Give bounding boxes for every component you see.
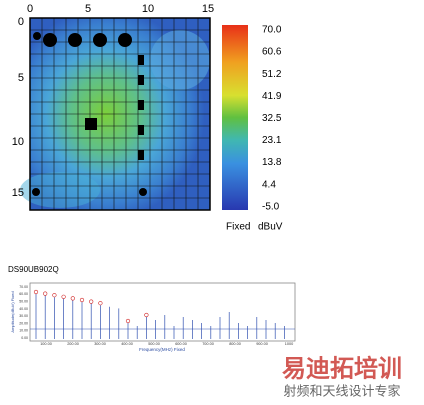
x-tick-label: 500.00 bbox=[148, 342, 160, 346]
peak-marker bbox=[98, 301, 103, 306]
y-tick-label: 70.00 bbox=[19, 285, 28, 289]
y-tick-label: 10 bbox=[12, 136, 24, 148]
colorbar-label: 41.9 bbox=[262, 91, 282, 102]
y-tick-label: 30.00 bbox=[19, 314, 28, 318]
colorbar-label: 70.0 bbox=[262, 25, 282, 36]
peak-marker bbox=[79, 297, 85, 303]
colorbar-label: 13.8 bbox=[262, 157, 282, 168]
spectrum-trace bbox=[33, 289, 285, 339]
colorbar bbox=[222, 25, 248, 210]
peak-marker bbox=[52, 293, 57, 298]
y-tick-label: 50.00 bbox=[19, 300, 28, 304]
y-tick-label: 10.00 bbox=[19, 329, 28, 333]
heat-blob bbox=[150, 30, 210, 90]
x-tick-label: 200.00 bbox=[67, 342, 79, 346]
y-tick-label: 0 bbox=[18, 16, 24, 28]
y-tick-label: 5 bbox=[18, 72, 24, 84]
x-tick-label: 100.00 bbox=[40, 342, 52, 346]
y-tick-label: 0.00 bbox=[21, 336, 28, 340]
colorbar-label: 60.6 bbox=[262, 47, 282, 58]
x-axis-title: Frequency(MHz) Fixed bbox=[139, 347, 185, 352]
peak-marker bbox=[89, 299, 94, 304]
watermark-slogan: 射频和天线设计专家 bbox=[283, 383, 400, 398]
colorbar-label: 51.2 bbox=[262, 69, 282, 80]
grid bbox=[30, 18, 210, 210]
spectrum-plot bbox=[29, 282, 296, 342]
y-tick-label: 40.00 bbox=[19, 307, 28, 311]
spectrum-title: DS90UB902Q bbox=[8, 265, 59, 274]
x-tick-label: 700.00 bbox=[202, 342, 214, 346]
y-axis-title: Amplitude(dBuV) Fixed bbox=[10, 291, 15, 332]
peak-marker bbox=[61, 294, 66, 299]
unit-label: dBuV bbox=[258, 222, 283, 233]
mode-label: Fixed bbox=[226, 222, 250, 233]
y-tick-label: 60.00 bbox=[19, 292, 28, 296]
watermark-brand: 易迪拓培训 bbox=[282, 354, 402, 382]
colorbar-label: 23.1 bbox=[262, 135, 282, 146]
colorbar-label: 32.5 bbox=[262, 113, 282, 124]
x-tick-label: 600.00 bbox=[175, 342, 187, 346]
colorbar-label: -5.0 bbox=[262, 201, 280, 212]
y-tick-label: 20.00 bbox=[19, 321, 28, 325]
x-tick-label: 0 bbox=[27, 3, 33, 15]
peak-marker bbox=[125, 318, 131, 324]
peak-marker bbox=[43, 291, 48, 296]
x-tick-label: 800.00 bbox=[229, 342, 241, 346]
x-tick-label: 400.00 bbox=[121, 342, 133, 346]
x-tick-label: 5 bbox=[85, 3, 91, 15]
x-tick-label: 900.00 bbox=[256, 342, 268, 346]
x-tick-label: 10 bbox=[142, 3, 154, 15]
colorbar-label: 4.4 bbox=[262, 179, 276, 190]
y-tick-label: 15 bbox=[12, 187, 24, 199]
peak-marker bbox=[144, 312, 149, 318]
x-tick-label: 300.00 bbox=[94, 342, 106, 346]
x-tick-label: 15 bbox=[202, 3, 214, 15]
board-frame bbox=[29, 17, 211, 211]
peak-marker bbox=[33, 289, 39, 295]
heat-blob bbox=[20, 172, 100, 208]
board-features bbox=[32, 32, 147, 196]
x-tick-label: 1000 bbox=[285, 342, 293, 346]
peak-marker bbox=[70, 296, 75, 301]
